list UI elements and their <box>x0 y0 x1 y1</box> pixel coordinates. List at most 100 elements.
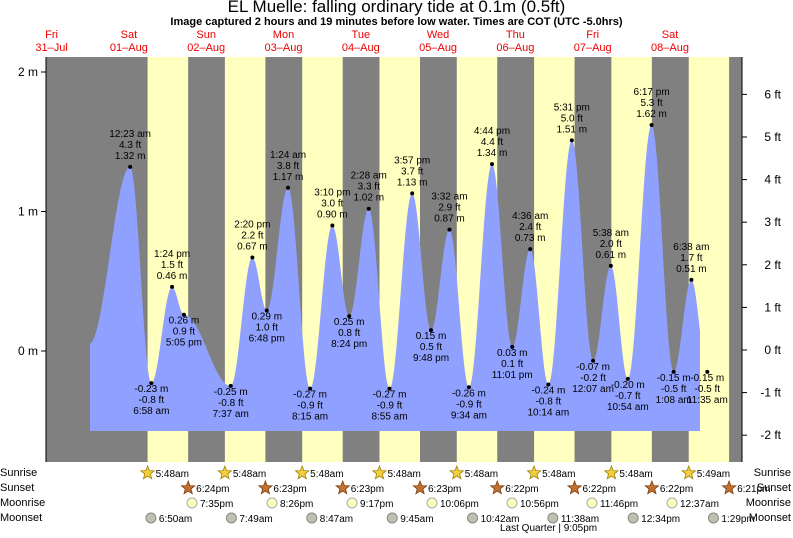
tide-label: 0.15 m <box>416 331 447 342</box>
moonrise-label-right: Moonrise <box>745 497 791 509</box>
tide-point <box>528 247 533 252</box>
tide-label: -0.9 ft <box>297 401 323 412</box>
tide-point <box>546 382 551 387</box>
tide-label: 0.51 m <box>676 264 707 275</box>
tide-label: 8:15 am <box>292 412 328 423</box>
sunrise-icon <box>294 464 310 480</box>
sunset-time: 6:24pm <box>196 484 229 495</box>
tide-point <box>286 185 291 190</box>
tide-point <box>569 138 574 143</box>
sunrise-icon <box>139 464 156 480</box>
tide-label: 10:54 am <box>607 402 649 413</box>
sunrise-time: 5:48am <box>310 469 343 480</box>
right-tick-label: 0 ft <box>764 343 781 357</box>
tide-label: 11:35 am <box>687 395 728 406</box>
sunset-icon <box>335 479 351 495</box>
day-date: 07–Aug <box>574 42 612 54</box>
tide-point <box>466 385 471 390</box>
tide-point <box>250 255 255 260</box>
tide-point <box>447 227 452 232</box>
tide-label: 1.34 m <box>477 148 508 159</box>
tide-label: 8:55 am <box>371 412 407 423</box>
tide-point <box>410 191 415 196</box>
tide-label: -0.27 m <box>373 390 407 401</box>
day-name: Sun <box>196 29 216 41</box>
tide-label: -0.24 m <box>531 385 565 396</box>
tide-point <box>429 328 434 333</box>
tide-point <box>387 386 392 391</box>
tide-label: 3.7 ft <box>401 166 423 177</box>
tide-label: 5:31 pm <box>554 102 590 113</box>
day-headers: Fri31–JulSat01–AugSun02–AugMon03–AugTue0… <box>35 29 689 54</box>
tide-label: -0.26 m <box>452 388 486 399</box>
right-tick-label: -2 ft <box>760 428 781 442</box>
sunrise-icon <box>449 464 465 480</box>
tide-label: 4.4 ft <box>481 137 503 148</box>
tide-point <box>591 358 596 363</box>
moonrise-time: 11:46pm <box>600 499 638 510</box>
day-name: Fri <box>45 29 58 41</box>
tide-label: -0.9 ft <box>377 401 403 412</box>
sunset-time: 6:23pm <box>273 484 306 495</box>
tide-label: 9:34 am <box>451 410 487 421</box>
day-date: 31–Jul <box>35 42 67 54</box>
moonrise-time: 8:26pm <box>280 499 313 510</box>
tide-label: 1.7 ft <box>680 253 702 264</box>
sunrise-icon <box>217 464 233 480</box>
day-name: Thu <box>506 29 525 41</box>
right-tick-label: -1 ft <box>760 386 781 400</box>
tide-point <box>308 386 313 391</box>
day-name: Mon <box>273 29 294 41</box>
tide-label: 6:48 pm <box>249 334 285 345</box>
moonset-time: 8:47am <box>320 514 353 525</box>
tide-label: 0.73 m <box>515 233 546 244</box>
tide-label: 1:08 am <box>656 395 692 406</box>
moonrise-time: 10:06pm <box>440 499 479 510</box>
tide-label: 3:10 pm <box>314 187 350 198</box>
tide-point <box>330 223 335 228</box>
sunset-time: 6:23pm <box>351 484 384 495</box>
tide-label: 1.13 m <box>397 177 428 188</box>
tide-point <box>510 344 515 349</box>
tide-label: 0.46 m <box>157 271 188 282</box>
tide-marks: 12:23 am4.3 ft1.32 m-0.23 m-0.8 ft6:58 a… <box>109 87 728 423</box>
sunrise-icon <box>371 464 388 480</box>
tide-label: 0.87 m <box>434 214 465 225</box>
sunset-time: 6:23pm <box>428 484 461 495</box>
tide-point <box>608 263 613 268</box>
tide-label: -0.5 ft <box>695 384 721 395</box>
tide-label: 0.1 ft <box>501 359 523 370</box>
sunrise-time: 5:48am <box>387 469 420 480</box>
tide-label: 3:57 pm <box>394 155 430 166</box>
sunrise-icon <box>526 464 542 480</box>
moonrise-label-left: Moonrise <box>0 497 46 509</box>
tide-label: 1.51 m <box>557 124 588 135</box>
moonrise-time: 7:35pm <box>200 499 233 510</box>
tide-label: 2.0 ft <box>600 239 622 250</box>
moonset-icon <box>306 512 318 524</box>
moonset-time: 11:38am <box>561 514 599 525</box>
tide-label: 2.9 ft <box>438 203 460 214</box>
moonset-icon <box>627 512 639 524</box>
right-tick-label: 1 ft <box>764 300 781 314</box>
day-date: 05–Aug <box>419 42 457 54</box>
day-name: Wed <box>427 29 449 41</box>
tide-point <box>228 383 233 388</box>
tide-point <box>264 308 269 313</box>
sunrise-icon <box>603 464 620 480</box>
moonrise-icon <box>586 497 598 509</box>
tide-point <box>366 206 371 211</box>
tide-label: 5.0 ft <box>561 113 583 124</box>
right-tick-label: 3 ft <box>764 215 781 229</box>
tide-label: -0.15 m <box>690 373 724 384</box>
tide-label: -0.8 ft <box>139 395 165 406</box>
moonset-time: 9:45am <box>400 514 433 525</box>
tide-label: -0.7 ft <box>615 391 641 402</box>
left-tick-label: 1 m <box>18 205 38 219</box>
tide-point <box>181 312 186 317</box>
sunrise-time: 5:49am <box>697 469 730 480</box>
tide-point <box>149 381 154 386</box>
tide-label: 12:23 am <box>109 129 151 140</box>
tide-point <box>489 162 494 167</box>
sunset-icon <box>257 479 274 495</box>
